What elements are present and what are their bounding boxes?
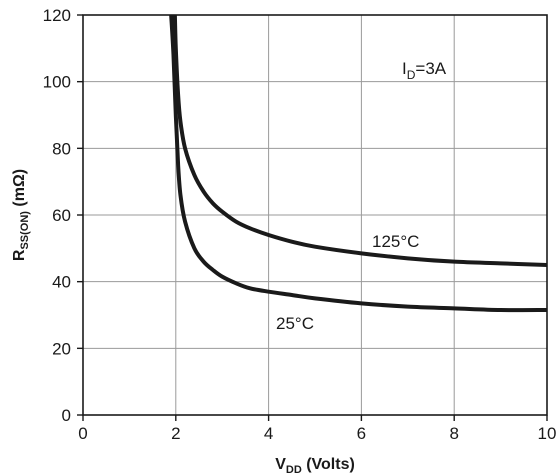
annotation-drain-current: ID=3A [402,59,447,82]
gridlines [83,15,547,415]
x-tick-label: 0 [78,424,87,443]
y-tick-label: 20 [52,339,71,358]
curve-125c [172,15,547,267]
y-tick-label: 40 [52,273,71,292]
series-curves [169,15,547,313]
y-tick-label: 0 [62,406,71,425]
y-tick-label: 100 [43,73,71,92]
y-axis-label: RSS(ON) (mΩ) [11,169,31,261]
x-tick-label: 8 [449,424,458,443]
series-label-25c: 25°C [276,314,314,333]
x-tick-label: 4 [264,424,273,443]
x-tick-label: 10 [538,424,557,443]
y-tick-label: 120 [43,6,71,25]
y-tick-label: 60 [52,206,71,225]
series-label-125c: 125°C [372,232,419,251]
x-tick-label: 2 [171,424,180,443]
curve-25c [169,15,547,313]
y-tick-label: 80 [52,139,71,158]
x-tick-label: 6 [357,424,366,443]
x-axis-label: VDD (Volts) [275,456,355,474]
